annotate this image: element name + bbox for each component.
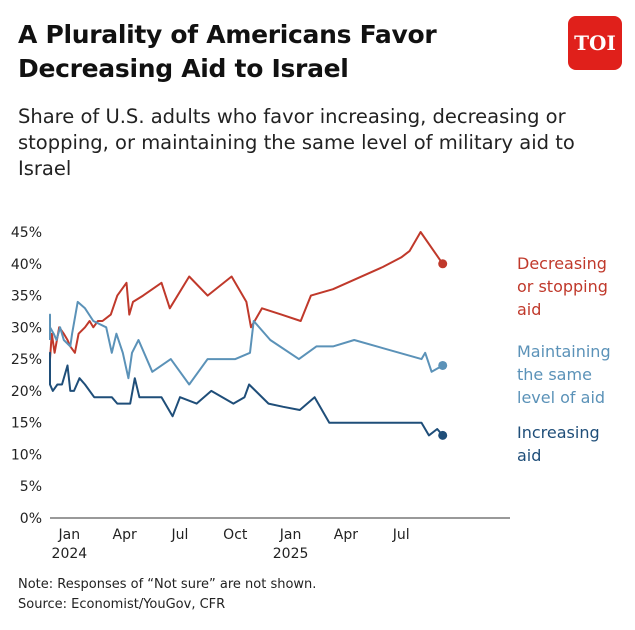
series-label: level of aid [517, 388, 605, 407]
x-tick-label: Jan [279, 527, 302, 543]
toi-logo: TOI [568, 16, 622, 70]
series-label: the same [517, 365, 592, 384]
x-tick-label: Apr [113, 527, 137, 543]
series-label: or stopping [517, 277, 608, 296]
series-end-marker [438, 360, 448, 370]
series-label: aid [517, 300, 541, 319]
x-tick-label: Jan [58, 527, 81, 543]
y-tick-label: 40% [11, 257, 42, 273]
note-text: Note: Responses of “Not sure” are not sh… [18, 577, 317, 592]
x-tick-label: Jul [171, 527, 189, 543]
y-tick-label: 0% [20, 511, 42, 527]
series-group: Decreasing or stopping aid Maintaining the s… [49, 231, 611, 465]
series-line [49, 231, 444, 373]
y-tick-label: 10% [11, 447, 42, 463]
footnote: Note: Responses of “Not sure” are not sh… [18, 575, 316, 615]
series-end-marker [438, 259, 448, 269]
series-label: Maintaining [517, 342, 611, 361]
series-end-marker [438, 430, 448, 440]
y-tick-label: 5% [20, 479, 42, 495]
y-tick-label: 20% [11, 384, 42, 400]
y-tick-label: 30% [11, 320, 42, 336]
series-label: Increasing [517, 423, 600, 442]
x-tick-year: 2024 [52, 546, 88, 562]
x-tick-label: Apr [334, 527, 358, 543]
y-axis: 0% 5% 10% 15% 20% 25% 30% 35% 40% 45% [11, 225, 42, 527]
source-text: Source: Economist/YouGov, CFR [18, 597, 226, 612]
series-label: aid [517, 446, 541, 465]
x-tick-label: Jul [392, 527, 410, 543]
title-line-1: A Plurality of Americans Favor [18, 20, 437, 49]
x-tick-label: Oct [223, 527, 248, 543]
series-line [49, 351, 444, 437]
y-tick-label: 15% [11, 416, 42, 432]
chart-title: A Plurality of Americans Favor Decreasin… [18, 18, 538, 86]
series-line [49, 300, 444, 386]
series-label: Decreasing [517, 254, 607, 273]
y-tick-label: 35% [11, 289, 42, 305]
y-tick-label: 25% [11, 352, 42, 368]
x-axis: Jan 2024 Apr Jul Oct Jan 2025 Apr Jul [50, 517, 510, 562]
chart-subtitle: Share of U.S. adults who favor increasin… [18, 105, 575, 180]
x-tick-year: 2025 [273, 546, 309, 562]
title-line-2: Decreasing Aid to Israel [18, 54, 349, 83]
y-tick-label: 45% [11, 225, 42, 241]
